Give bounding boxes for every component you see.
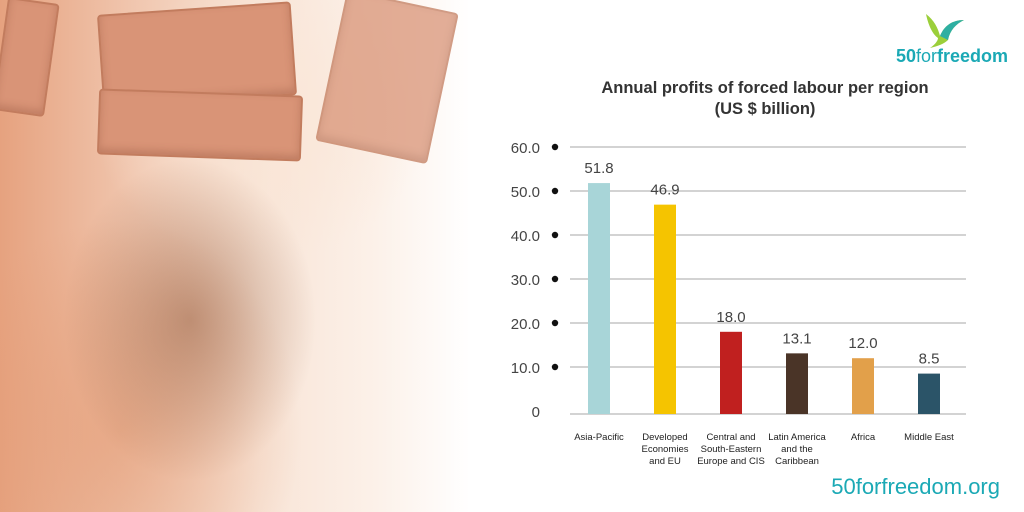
logo-text: 50forfreedom: [896, 46, 1008, 67]
category-label: Africa: [851, 432, 876, 443]
data-label: 46.9: [650, 182, 679, 199]
ytick-dot: [551, 275, 559, 283]
ytick-label: 30.0: [511, 272, 540, 289]
ytick-dot: [551, 363, 559, 371]
category-label: Central and South-Eastern Europe and CIS: [697, 432, 765, 467]
data-label: 18.0: [716, 309, 745, 326]
category-label-line: Europe and CIS: [697, 456, 765, 467]
ytick-label: 10.0: [511, 360, 540, 377]
ytick-label: 20.0: [511, 316, 540, 333]
bar-1: [588, 183, 610, 414]
ytick-label: 40.0: [511, 228, 540, 245]
category-label: Latin America and the Caribbean: [768, 432, 826, 467]
site-url[interactable]: 50forfreedom.org: [831, 474, 1000, 499]
ytick-label: 0: [532, 404, 540, 421]
ytick-label: 50.0: [511, 184, 540, 201]
ytick-dot: [551, 187, 559, 195]
category-label-line: Middle East: [904, 432, 954, 443]
chart-subtitle: (US $ billion): [714, 100, 816, 118]
data-label: 8.5: [919, 351, 940, 368]
category-label-line: Caribbean: [775, 456, 819, 467]
category-label-line: and EU: [649, 456, 681, 467]
category-label-line: Developed: [642, 432, 687, 443]
category-label: Asia-Pacific: [574, 432, 624, 443]
chart-title: Annual profits of forced labour per regi…: [601, 79, 929, 97]
bar-3: [720, 331, 742, 414]
logo-mid: for: [915, 46, 937, 66]
category-label-line: South-Eastern: [701, 444, 762, 455]
logo-end: freedom: [936, 46, 1008, 66]
data-label: 51.8: [584, 160, 613, 177]
data-label: 13.1: [782, 330, 811, 347]
category-label-line: Economies: [642, 444, 689, 455]
background-photo: [0, 0, 470, 512]
bar-6: [918, 373, 940, 414]
ytick-label: 60.0: [511, 140, 540, 157]
category-label-line: Central and: [706, 432, 755, 443]
ytick-dot: [551, 231, 559, 239]
bird-icon: [926, 14, 964, 48]
category-label-line: Asia-Pacific: [574, 432, 624, 443]
category-label-line: Africa: [851, 432, 876, 443]
category-label-line: Latin America: [768, 432, 826, 443]
category-label: Developed Economies and EU: [642, 432, 689, 467]
category-label-line: and the: [781, 444, 813, 455]
brand-logo[interactable]: 50forfreedom: [868, 10, 1008, 70]
bar-4: [786, 353, 808, 414]
ytick-dot: [551, 143, 559, 151]
bar-2: [654, 204, 676, 414]
category-label: Middle East: [904, 432, 954, 443]
ytick-dot: [551, 319, 559, 327]
logo-number: 50: [895, 46, 916, 66]
data-label: 12.0: [848, 335, 877, 352]
bar-5: [852, 358, 874, 414]
chart-title-block: Annual profits of forced labour per regi…: [540, 78, 990, 120]
